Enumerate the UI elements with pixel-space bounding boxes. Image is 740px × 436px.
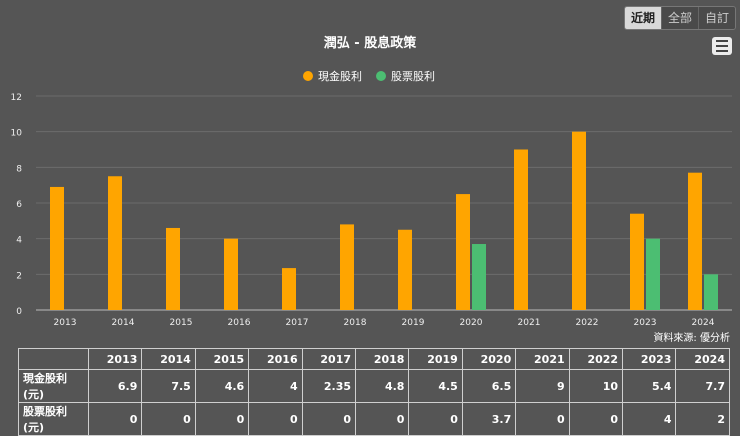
table-cell: 0 xyxy=(355,402,410,436)
y-tick-label: 2 xyxy=(16,271,22,281)
cash-dividend-bar[interactable] xyxy=(456,194,470,310)
cash-dividend-bar[interactable] xyxy=(282,268,296,310)
table-year-header: 2017 xyxy=(301,348,357,370)
table-cell: 4 xyxy=(622,402,677,436)
cash-dividend-bar[interactable] xyxy=(108,176,122,310)
table-cell: 2.35 xyxy=(301,369,357,403)
x-tick-label: 2016 xyxy=(228,318,251,328)
legend-label[interactable]: 股票股利 xyxy=(391,70,435,83)
cash-dividend-bar[interactable] xyxy=(224,238,238,310)
x-tick-label: 2018 xyxy=(344,318,367,328)
cash-dividend-bar[interactable] xyxy=(514,149,528,311)
table-row: 現金股利(元) 6.9 7.5 4.6 4 2.35 4.8 4.5 6.5 9 10 5.4 7.7 xyxy=(18,369,730,403)
table-cell: 0 xyxy=(568,402,624,436)
table-year-header: 2014 xyxy=(141,348,196,370)
table-cell: 0 xyxy=(141,402,196,436)
table-cell: 6.9 xyxy=(87,369,143,403)
table-row-label: 股票股利(元) xyxy=(18,402,89,436)
x-tick-label: 2023 xyxy=(634,318,657,328)
table-cell: 4.5 xyxy=(408,369,463,403)
table-row: 股票股利(元) 0 0 0 0 0 0 0 3.7 0 0 4 2 xyxy=(18,402,730,436)
table-cell: 0 xyxy=(408,402,463,436)
cash-dividend-bar[interactable] xyxy=(572,131,586,310)
table-year-header: 2013 xyxy=(87,348,143,370)
table-year-header: 2016 xyxy=(248,348,303,370)
table-year-header: 2022 xyxy=(568,348,624,370)
table-year-header: 2019 xyxy=(408,348,463,370)
cash-dividend-bar[interactable] xyxy=(50,186,64,310)
x-tick-label: 2021 xyxy=(518,318,541,328)
table-cell: 3.7 xyxy=(461,402,517,436)
table-row-label: 現金股利(元) xyxy=(18,369,89,403)
x-tick-label: 2022 xyxy=(576,318,599,328)
table-cell: 7.7 xyxy=(675,369,730,403)
x-tick-label: 2024 xyxy=(692,318,715,328)
y-tick-label: 10 xyxy=(11,129,23,139)
cash-dividend-bar[interactable] xyxy=(398,229,412,310)
x-tick-label: 2015 xyxy=(170,318,193,328)
table-cell: 4.6 xyxy=(194,369,250,403)
x-axis-ticks: 2013 2014 2015 2016 2017 2018 2019 2020 2021 2022… xyxy=(54,318,715,328)
x-tick-label: 2013 xyxy=(54,318,77,328)
table-cell: 10 xyxy=(568,369,624,403)
chart-bars xyxy=(50,131,718,311)
legend-marker[interactable] xyxy=(376,71,386,81)
table-year-header: 2020 xyxy=(461,348,517,370)
table-cell: 4 xyxy=(248,369,303,403)
source-note: 資料來源: 優分析 xyxy=(653,333,730,344)
chart-legend: 現金股利 股票股利 xyxy=(303,69,435,83)
legend-label[interactable]: 現金股利 xyxy=(318,69,362,83)
y-tick-label: 12 xyxy=(11,93,22,103)
table-cell: 0 xyxy=(248,402,303,436)
table-cell: 4.8 xyxy=(355,369,410,403)
range-tab-recent[interactable]: 近期 xyxy=(624,7,661,29)
stock-dividend-bar[interactable] xyxy=(704,274,718,310)
y-axis-ticks: 0 2 4 6 8 10 12 xyxy=(11,93,23,317)
stock-dividend-bar[interactable] xyxy=(472,244,486,310)
table-cell: 0 xyxy=(301,402,357,436)
y-tick-label: 0 xyxy=(16,307,22,317)
x-tick-label: 2014 xyxy=(112,318,135,328)
y-tick-label: 6 xyxy=(16,200,22,210)
cash-dividend-bar[interactable] xyxy=(630,213,644,310)
table-cell: 6.5 xyxy=(461,369,517,403)
chart-title: 潤弘 - 股息政策 xyxy=(324,35,417,51)
cash-dividend-bar[interactable] xyxy=(166,227,180,310)
table-year-header: 2024 xyxy=(675,348,730,370)
x-tick-label: 2020 xyxy=(460,318,483,328)
table-body: 現金股利(元) 6.9 7.5 4.6 4 2.35 4.8 4.5 6.5 9 10 5.4 7.7 股… xyxy=(18,369,730,436)
table-header-row: 2013 2014 2015 2016 2017 2018 2019 2020 2021 2022… xyxy=(18,348,730,370)
range-tabs: 近期 全部 自訂 xyxy=(623,6,736,30)
table-cell: 7.5 xyxy=(141,369,196,403)
hamburger-menu-icon[interactable] xyxy=(712,37,732,55)
x-tick-label: 2019 xyxy=(402,318,425,328)
legend-marker[interactable] xyxy=(303,71,313,81)
table-cell: 0 xyxy=(515,402,570,436)
table-cell: 0 xyxy=(87,402,143,436)
dividend-table: 2013 2014 2015 2016 2017 2018 2019 2020 2021 2022… xyxy=(18,348,730,436)
table-cell: 2 xyxy=(675,402,730,436)
y-tick-label: 4 xyxy=(16,236,22,246)
table-year-header: 2018 xyxy=(355,348,410,370)
cash-dividend-bar[interactable] xyxy=(340,224,354,310)
table-year-header: 2021 xyxy=(515,348,570,370)
table-cell: 0 xyxy=(194,402,250,436)
y-tick-label: 8 xyxy=(16,164,22,174)
table-cell: 5.4 xyxy=(622,369,677,403)
table-year-header: 2015 xyxy=(194,348,250,370)
chart-grid xyxy=(36,95,732,311)
range-tab-all[interactable]: 全部 xyxy=(660,7,698,29)
table-cell: 9 xyxy=(515,369,570,403)
stock-dividend-bar[interactable] xyxy=(646,238,660,310)
table-corner-cell xyxy=(18,348,89,370)
range-tab-custom[interactable]: 自訂 xyxy=(697,7,735,29)
x-tick-label: 2017 xyxy=(286,318,309,328)
cash-dividend-bar[interactable] xyxy=(688,172,702,310)
table-year-header: 2023 xyxy=(622,348,677,370)
